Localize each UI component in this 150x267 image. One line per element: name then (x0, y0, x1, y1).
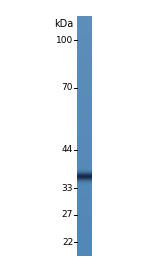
Text: 27: 27 (62, 210, 73, 219)
Text: 33: 33 (62, 184, 73, 193)
Text: 44: 44 (62, 145, 73, 154)
Text: 70: 70 (62, 83, 73, 92)
Text: 22: 22 (62, 238, 73, 247)
Text: kDa: kDa (54, 19, 73, 29)
Text: 100: 100 (56, 36, 73, 45)
